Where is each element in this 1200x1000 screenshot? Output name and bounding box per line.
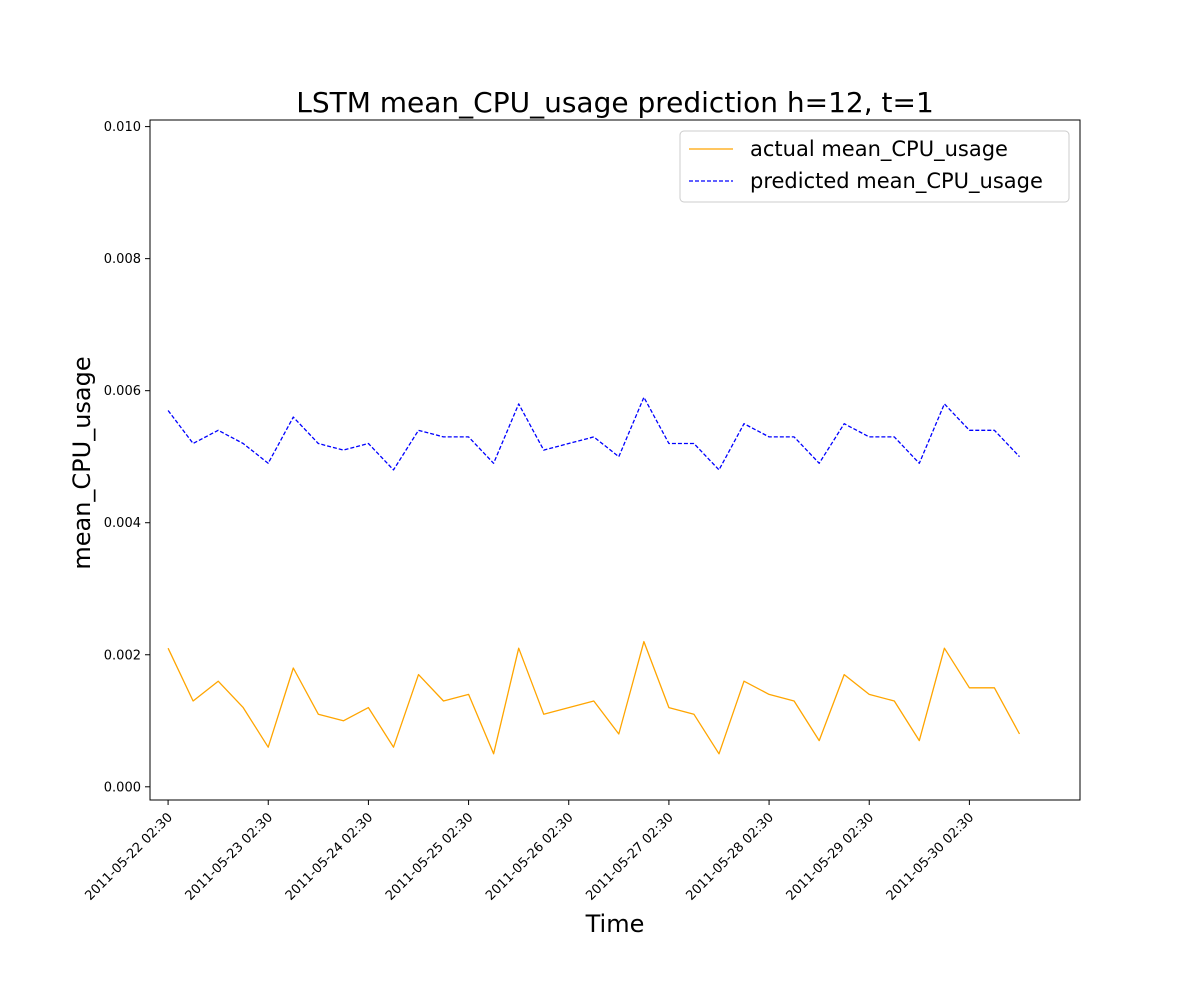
legend-entry: predicted mean_CPU_usage [750, 169, 1043, 194]
legend: actual mean_CPU_usage predicted mean_CPU_… [679, 130, 1070, 203]
y-tick-label: 0.010 [104, 120, 141, 135]
x-tick-label: 2011-05-25 02:30 [383, 810, 476, 903]
y-tick-label: 0.002 [104, 648, 141, 663]
x-axis: 2011-05-22 02:30 2011-05-23 02:30 2011-05-… [82, 800, 977, 904]
y-tick-label: 0.008 [104, 252, 141, 267]
x-tick-label: 2011-05-30 02:30 [884, 810, 977, 903]
plot-frame [149, 119, 1081, 801]
y-axis-label: mean_CPU_usage [68, 356, 96, 569]
x-tick-label: 2011-05-26 02:30 [483, 810, 576, 903]
y-axis: 0.000 0.002 0.004 0.006 0.008 0.010 [104, 120, 150, 795]
x-tick-label: 2011-05-24 02:30 [283, 810, 376, 903]
legend-entry: actual mean_CPU_usage [750, 137, 1008, 162]
x-tick-label: 2011-05-22 02:30 [82, 810, 175, 903]
y-tick-label: 0.004 [104, 516, 141, 531]
legend-box [679, 130, 1070, 203]
chart-title: LSTM mean_CPU_usage prediction h=12, t=1 [296, 86, 934, 119]
series-line-actual [167, 640, 1021, 755]
plot-lines [167, 396, 1021, 755]
y-tick-label: 0.000 [104, 780, 141, 795]
series-line-predicted [167, 396, 1020, 471]
y-tick-label: 0.006 [104, 384, 141, 399]
x-tick-label: 2011-05-28 02:30 [683, 810, 776, 903]
x-tick-label: 2011-05-29 02:30 [784, 810, 877, 903]
x-tick-label: 2011-05-23 02:30 [183, 810, 276, 903]
x-axis-label: Time [585, 910, 645, 938]
x-tick-label: 2011-05-27 02:30 [583, 810, 676, 903]
